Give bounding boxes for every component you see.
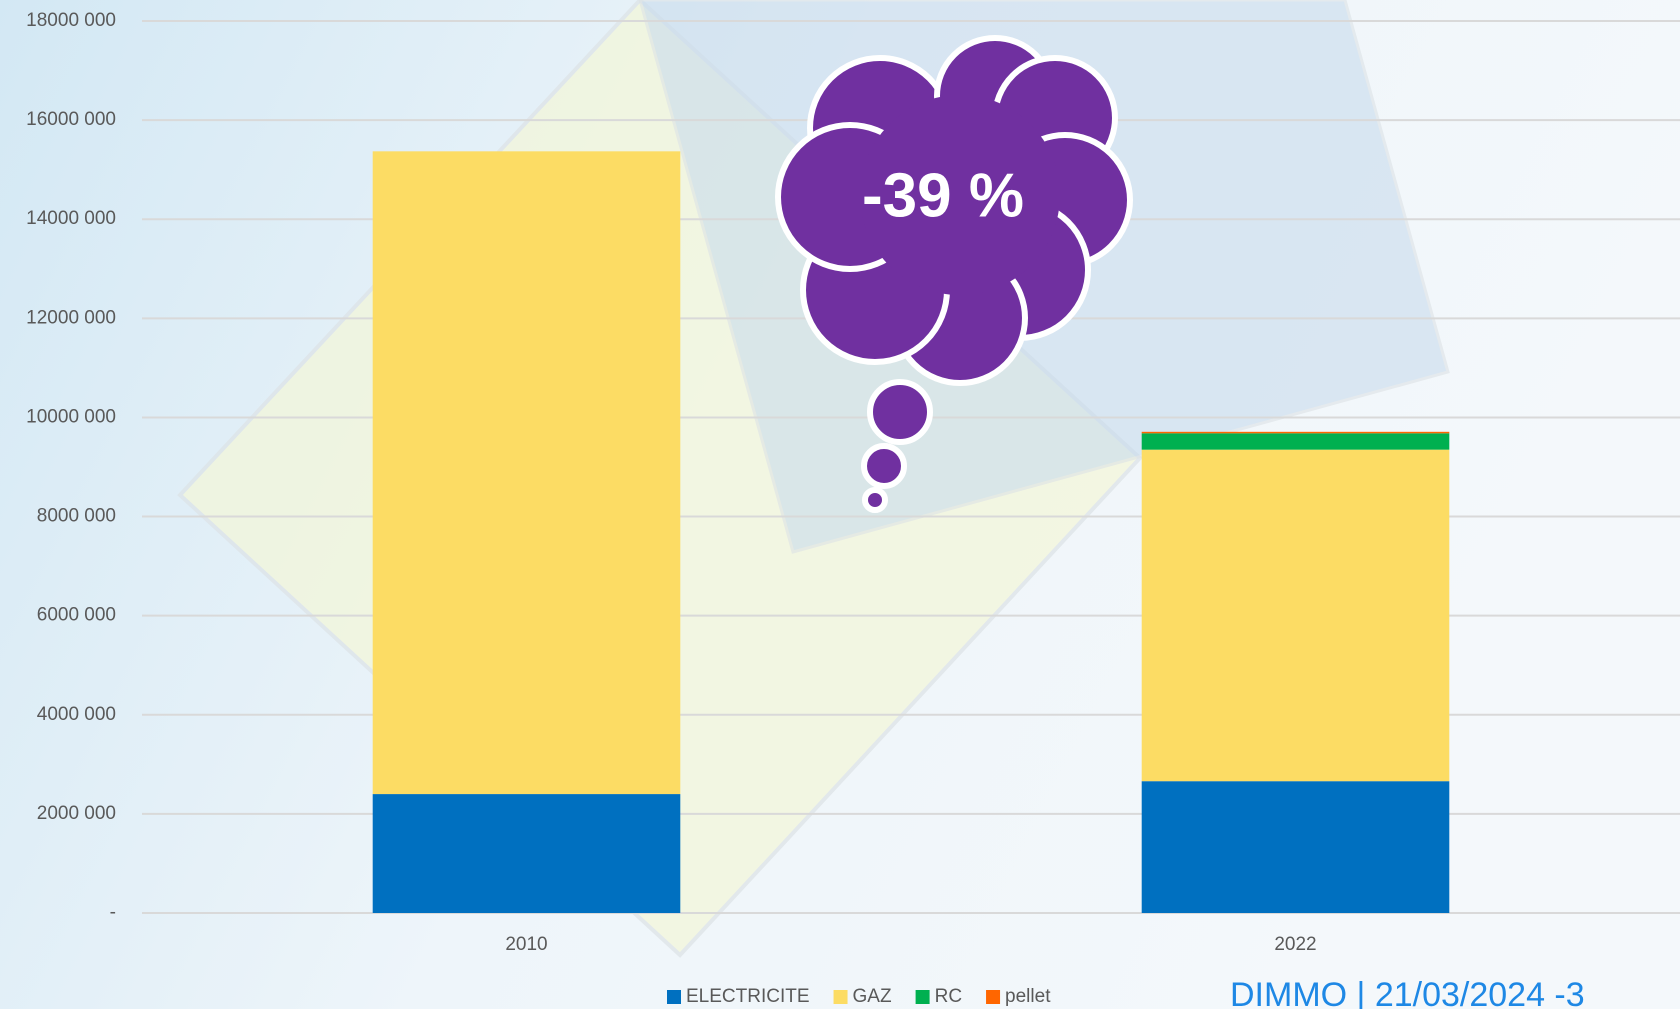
- y-tick-label: 18000 000: [26, 10, 116, 31]
- y-tick-label: 4000 000: [37, 704, 116, 725]
- footer: DIMMO | 21/03/2024 -3: [1230, 976, 1585, 1009]
- bar-segment: [373, 151, 681, 794]
- y-tick-label: -: [110, 902, 116, 923]
- legend-label: GAZ: [853, 986, 892, 1007]
- y-tick-label: 8000 000: [37, 506, 116, 527]
- chart: - 2000 000 4000 000 6000 000 8000 000 10000 0…: [0, 0, 1680, 1009]
- y-tick-label: 14000 000: [26, 208, 116, 229]
- y-tick-label: 10000 000: [26, 406, 116, 427]
- x-tick-label: 2022: [1274, 934, 1316, 955]
- bar-segment: [1142, 432, 1450, 433]
- bar-segment: [1142, 781, 1450, 913]
- legend-swatch: [667, 990, 681, 1004]
- legend-label: ELECTRICITE: [686, 986, 810, 1007]
- legend-swatch: [916, 990, 930, 1004]
- legend-label: pellet: [1005, 986, 1051, 1007]
- legend-swatch: [986, 990, 1000, 1004]
- x-tick-label: 2010: [505, 934, 547, 955]
- bar-segment: [1142, 450, 1450, 782]
- legend-swatch: [834, 990, 848, 1004]
- bar-segment: [373, 794, 681, 913]
- legend-label: RC: [935, 986, 962, 1007]
- annotation: -39 %: [862, 161, 1024, 230]
- y-tick-label: 2000 000: [37, 803, 116, 824]
- y-tick-label: 12000 000: [26, 307, 116, 328]
- y-tick-label: 16000 000: [26, 109, 116, 130]
- bar-segment: [1142, 433, 1450, 449]
- y-tick-label: 6000 000: [37, 605, 116, 626]
